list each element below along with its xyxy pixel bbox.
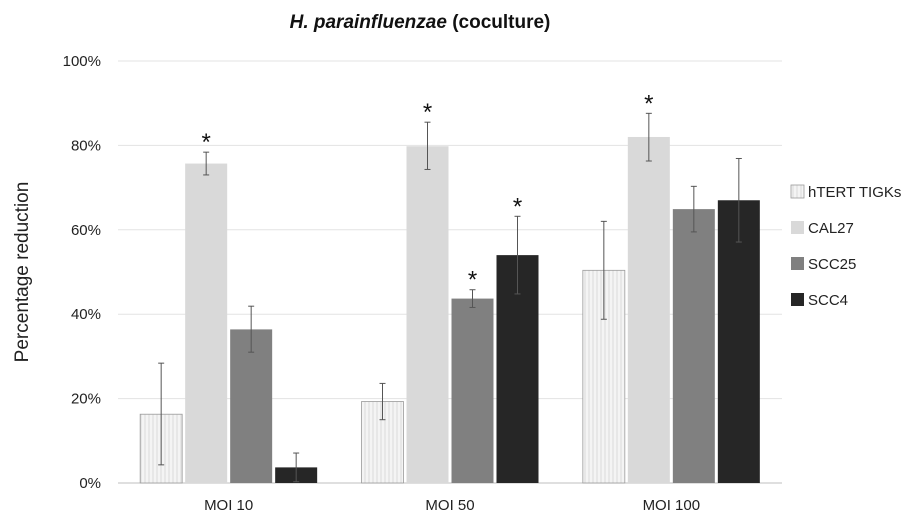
x-tick-label: MOI 50 [425,497,474,514]
chart-title-italic: H. parainfluenzae [290,12,448,33]
x-tick-label: MOI 100 [643,497,701,514]
significance-star: * [644,90,653,117]
legend-swatch [790,184,805,199]
bar [230,329,273,483]
y-tick-label: 0% [79,475,101,492]
legend-swatch [791,221,804,234]
y-tick-label: 100% [63,53,101,70]
significance-star: * [513,193,522,220]
legend-label: CAL27 [808,220,854,237]
legend: hTERT TIGKs CAL27 SCC25 SCC4 [790,184,901,309]
y-tick-labels: 0% 20% 40% 60% 80% 100% [63,53,101,492]
y-axis-title: Percentage reduction [12,182,33,363]
y-tick-label: 20% [71,391,101,408]
bars [139,136,760,484]
y-tick-label: 80% [71,137,101,154]
bar [717,200,760,483]
legend-label: SCC4 [808,292,848,309]
y-tick-label: 40% [71,306,101,323]
bar [672,209,715,483]
significance-star: * [423,99,432,126]
bar [627,136,670,483]
significance-star: * [468,267,477,294]
bar [185,163,228,483]
error-bars [158,112,742,483]
gridlines [118,60,782,484]
chart-title-rest: (coculture) [447,12,550,33]
x-tick-label: MOI 10 [204,497,253,514]
legend-swatch [791,293,804,306]
x-tick-labels: MOI 10 MOI 50 MOI 100 [204,497,700,514]
y-tick-label: 60% [71,222,101,239]
significance-star: * [201,129,210,156]
legend-label: SCC25 [808,256,856,273]
bar [451,298,494,483]
significance-markers: * * * * * [201,90,653,293]
legend-label: hTERT TIGKs [808,184,901,201]
legend-swatch [791,257,804,270]
chart-title: H. parainfluenzae (coculture) [290,12,551,33]
bar [406,146,449,483]
